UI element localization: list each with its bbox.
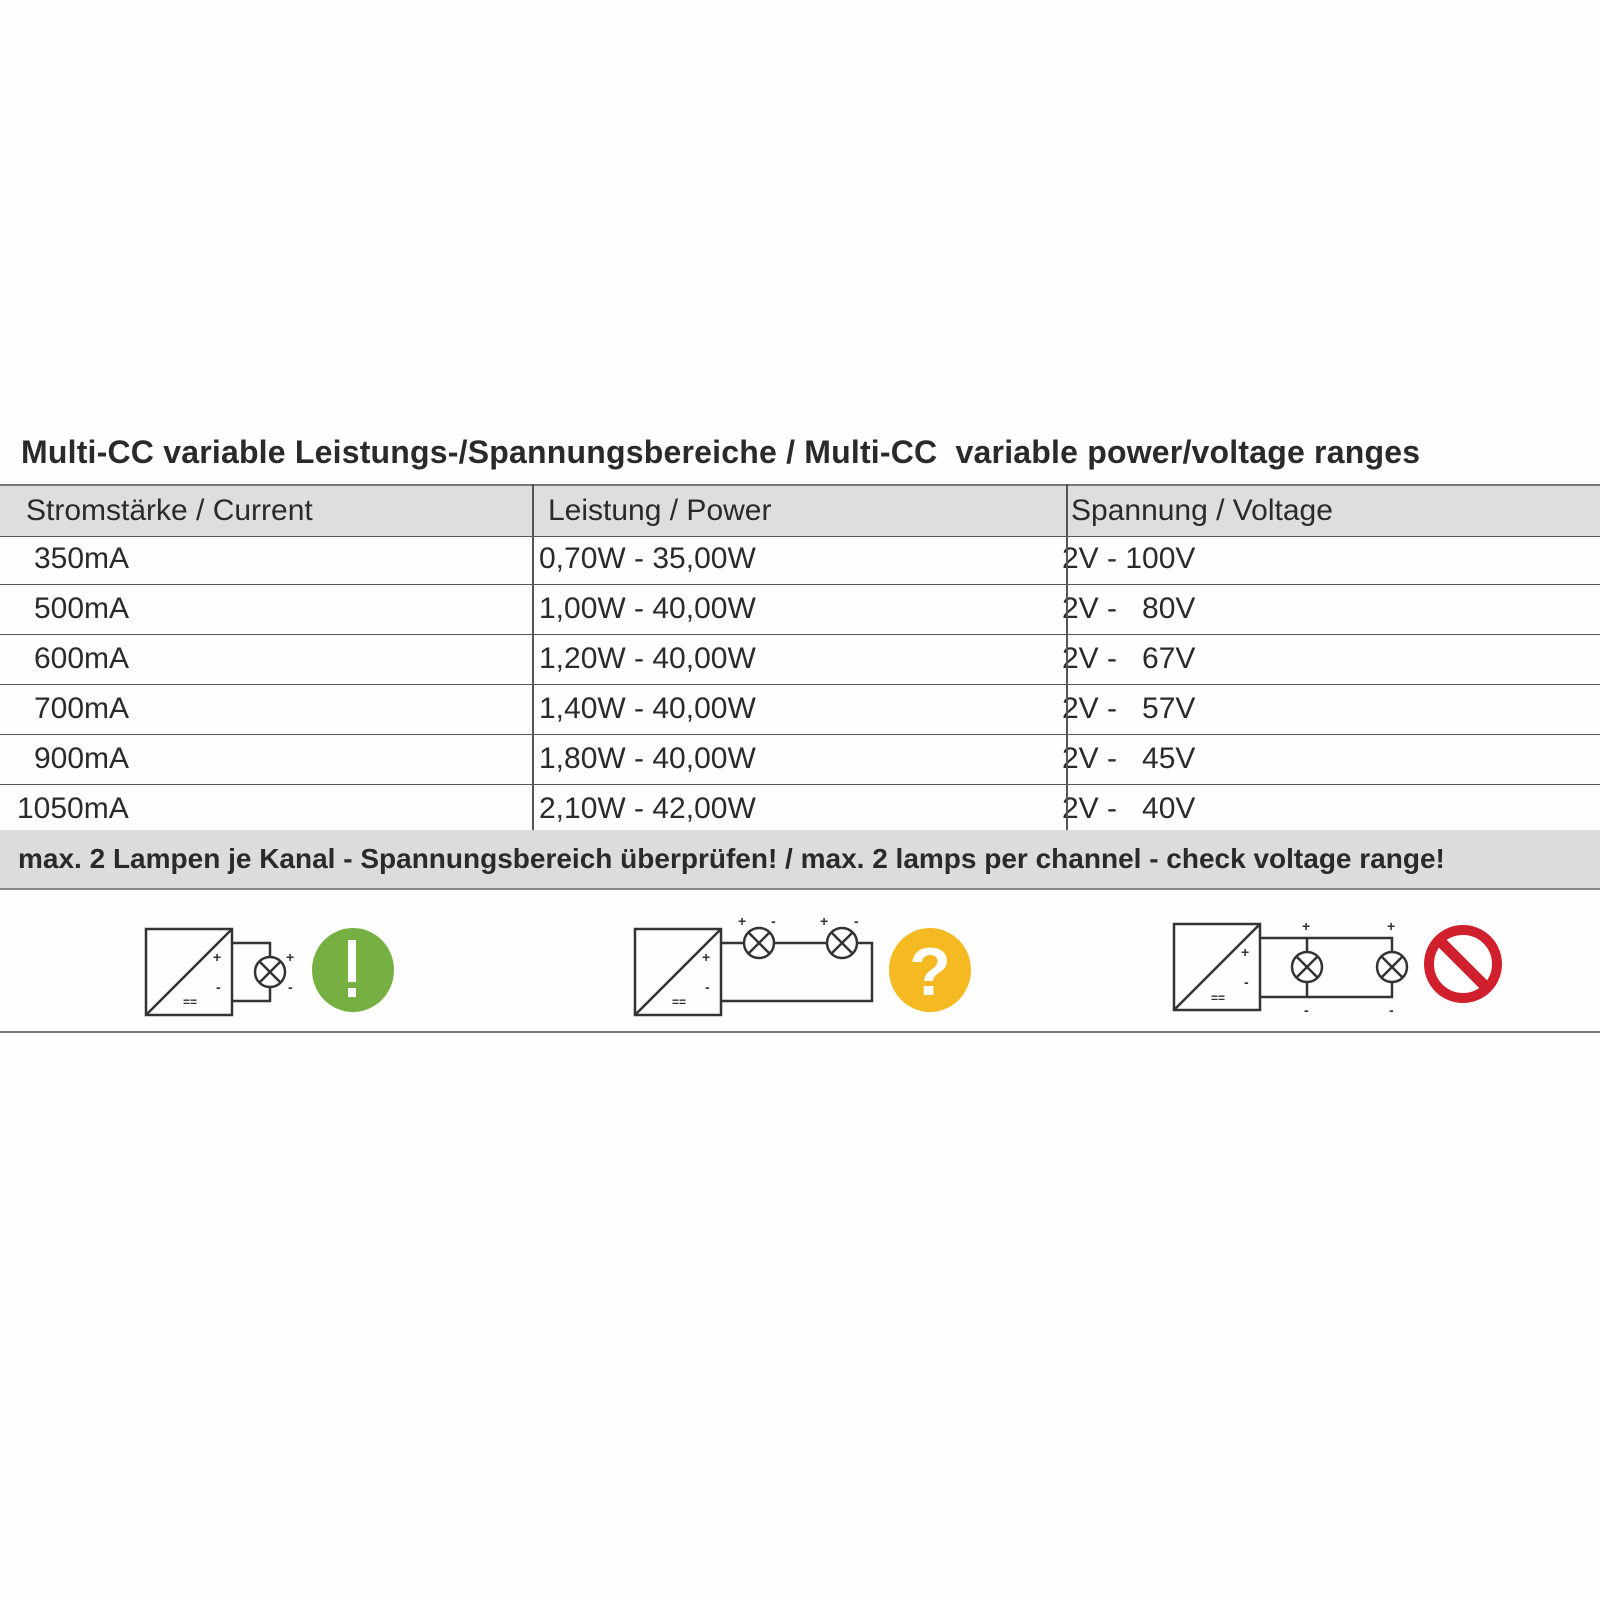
svg-text:==: == <box>672 995 686 1009</box>
cell-voltage: 2V - 100V <box>1062 542 1196 575</box>
page-title: Multi-CC variable Leistungs-/Spannungsbe… <box>21 434 1421 470</box>
column-divider <box>532 484 534 830</box>
table-row: 700mA 1,40W - 40,00W 2V - 57V <box>0 684 1600 735</box>
svg-text:+: + <box>1302 918 1310 934</box>
svg-text:-: - <box>1244 974 1249 990</box>
table-row: 350mA 0,70W - 35,00W 2V - 100V <box>0 534 1600 585</box>
svg-text:+: + <box>1241 944 1249 960</box>
svg-text:==: == <box>183 995 197 1009</box>
table-row: 500mA 1,00W - 40,00W 2V - 80V <box>0 584 1600 635</box>
svg-text:+: + <box>702 949 710 965</box>
cell-power: 1,20W - 40,00W <box>539 642 756 675</box>
svg-text:-: - <box>771 913 776 929</box>
table-row: 600mA 1,20W - 40,00W 2V - 67V <box>0 634 1600 685</box>
table-header-row: Stromstärke / Current Leistung / Power S… <box>0 484 1600 537</box>
svg-text:-: - <box>705 979 710 995</box>
cell-voltage: 2V - 80V <box>1062 592 1196 625</box>
svg-text:-: - <box>1389 1002 1394 1018</box>
svg-text:-: - <box>854 913 859 929</box>
diagram-two-lamps-parallel: + - + + - - == <box>1172 918 1502 1018</box>
diagram-single-lamp: + - + - == <box>144 927 394 1017</box>
cell-power: 1,80W - 40,00W <box>539 742 756 775</box>
column-divider <box>1066 484 1068 830</box>
divider <box>0 1031 1600 1033</box>
header-power: Leistung / Power <box>548 494 772 527</box>
svg-text:==: == <box>1211 991 1225 1005</box>
svg-text:-: - <box>288 979 293 995</box>
cell-current: 500mA <box>34 592 130 625</box>
header-voltage: Spannung / Voltage <box>1071 494 1333 527</box>
cell-power: 1,00W - 40,00W <box>539 592 756 625</box>
cell-current: 600mA <box>34 642 130 675</box>
cell-voltage: 2V - 40V <box>1062 792 1196 825</box>
cell-voltage: 2V - 57V <box>1062 692 1196 725</box>
exclamation-icon <box>312 928 394 1012</box>
cell-power: 2,10W - 42,00W <box>539 792 756 825</box>
cell-voltage: 2V - 45V <box>1062 742 1196 775</box>
prohibited-icon <box>1424 925 1502 1003</box>
svg-text:?: ? <box>909 934 951 1010</box>
cell-current: 900mA <box>34 742 130 775</box>
svg-text:-: - <box>1304 1002 1309 1018</box>
table-row: 1050mA 2,10W - 42,00W 2V - 40V <box>0 784 1600 834</box>
cell-current: 350mA <box>34 542 130 575</box>
svg-text:+: + <box>820 913 828 929</box>
cell-current: 700mA <box>34 692 130 725</box>
cell-current: 1050mA <box>17 792 129 825</box>
cell-power: 0,70W - 35,00W <box>539 542 756 575</box>
svg-text:+: + <box>286 949 294 965</box>
warning-bar: max. 2 Lampen je Kanal - Spannungsbereic… <box>0 830 1600 890</box>
svg-text:+: + <box>213 949 221 965</box>
question-icon: ? <box>889 928 971 1012</box>
svg-text:+: + <box>1387 918 1395 934</box>
svg-text:-: - <box>216 979 221 995</box>
diagram-two-lamps-series: + - + - + - == ? <box>633 913 971 1017</box>
header-current: Stromstärke / Current <box>26 494 313 527</box>
cell-power: 1,40W - 40,00W <box>539 692 756 725</box>
svg-text:+: + <box>738 913 746 929</box>
cell-voltage: 2V - 67V <box>1062 642 1196 675</box>
table-row: 900mA 1,80W - 40,00W 2V - 45V <box>0 734 1600 785</box>
